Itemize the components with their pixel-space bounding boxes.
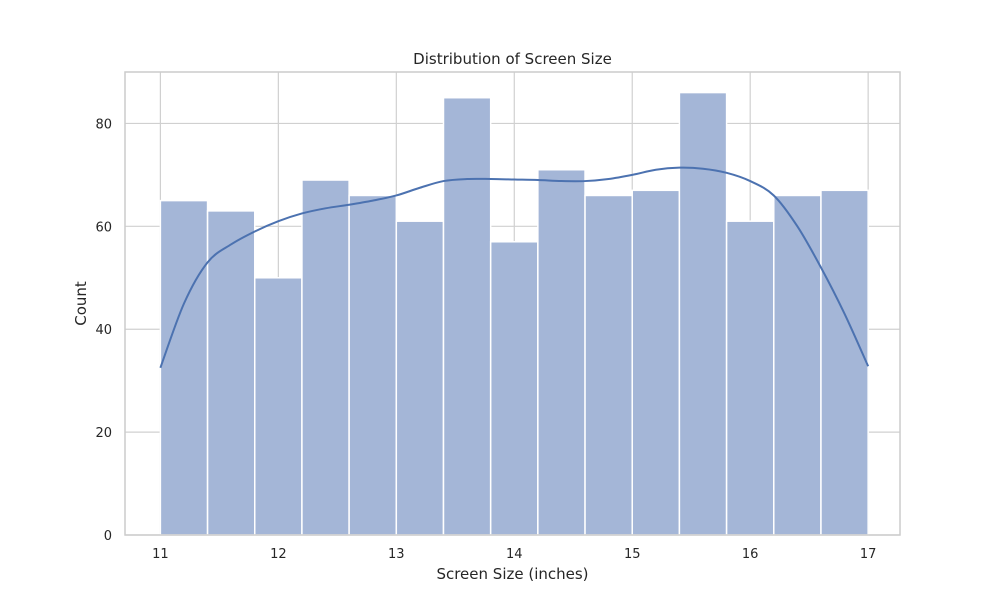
histogram-bar bbox=[489, 241, 539, 536]
plot-frame bbox=[124, 71, 901, 536]
x-tick-label: 16 bbox=[742, 547, 759, 562]
x-axis-title: Screen Size (inches) bbox=[436, 565, 588, 583]
histogram-bar bbox=[348, 194, 398, 536]
histogram-bars bbox=[159, 91, 869, 536]
x-tick-label: 14 bbox=[506, 547, 523, 562]
histogram-bar bbox=[254, 277, 303, 536]
histogram-bar bbox=[395, 220, 445, 536]
histogram-bar bbox=[631, 189, 681, 536]
histogram-bar bbox=[584, 194, 633, 536]
histogram-bar bbox=[537, 168, 586, 536]
histogram-bar bbox=[820, 189, 869, 536]
chart-title: Distribution of Screen Size bbox=[413, 50, 612, 68]
x-tick-label: 13 bbox=[388, 547, 405, 562]
histogram-bar bbox=[442, 96, 492, 536]
x-tick-label: 11 bbox=[152, 547, 169, 562]
histogram-bar bbox=[159, 199, 209, 536]
histogram-bar bbox=[725, 220, 775, 536]
y-tick-label: 60 bbox=[95, 220, 112, 235]
y-tick-labels: 0 20 40 60 80 bbox=[95, 117, 112, 544]
x-tick-label: 17 bbox=[860, 547, 877, 562]
y-tick-label: 20 bbox=[95, 426, 112, 441]
x-tick-label: 15 bbox=[624, 547, 641, 562]
kde-line bbox=[159, 166, 870, 369]
y-tick-label: 0 bbox=[104, 529, 112, 544]
histogram-bar bbox=[206, 210, 256, 536]
histogram-bar bbox=[301, 179, 350, 536]
x-tick-label: 12 bbox=[270, 547, 287, 562]
kde-curve-group bbox=[159, 166, 870, 369]
x-tick-labels: 11 12 13 14 15 16 17 bbox=[152, 547, 876, 562]
y-tick-label: 40 bbox=[95, 323, 112, 338]
y-axis-title: Count bbox=[72, 281, 90, 326]
histogram-bar bbox=[773, 194, 822, 536]
histogram-bar bbox=[678, 91, 728, 536]
y-tick-label: 80 bbox=[95, 117, 112, 132]
